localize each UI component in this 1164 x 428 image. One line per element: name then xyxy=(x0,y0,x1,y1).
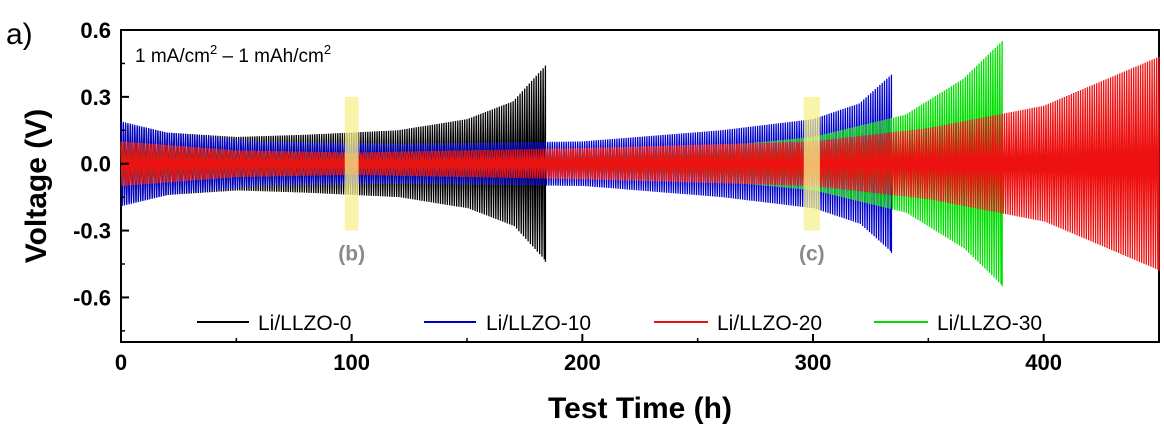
y-tick-label: -0.6 xyxy=(73,285,111,310)
legend-label-li-llzo-10: Li/LLZO-10 xyxy=(486,312,591,335)
legend-label-li-llzo-30: Li/LLZO-30 xyxy=(937,312,1042,335)
x-axis-title: Test Time (h) xyxy=(548,392,732,425)
highlight-label-b: (b) xyxy=(338,243,365,266)
y-tick-label: 0.6 xyxy=(80,18,111,43)
legend: Li/LLZO-0 Li/LLZO-10 Li/LLZO-20 Li/LLZO-… xyxy=(197,312,1042,335)
series-line-li-llzo-20 xyxy=(120,56,1160,271)
legend-label-li-llzo-0: Li/LLZO-0 xyxy=(258,312,351,335)
x-tick-label-100: 100 xyxy=(333,350,370,375)
x-tick-label-400: 400 xyxy=(1025,350,1062,375)
series-layer xyxy=(120,41,1160,287)
y-tick-label: 0.3 xyxy=(80,85,111,110)
x-tick-label-200: 200 xyxy=(564,350,601,375)
y-tick-label: -0.3 xyxy=(73,219,111,244)
y-axis-title: Voltage (V) xyxy=(20,109,53,263)
y-tick-label: 0.0 xyxy=(80,152,111,177)
legend-label-li-llzo-20: Li/LLZO-20 xyxy=(717,312,822,335)
highlight-band-b xyxy=(344,96,359,231)
condition-label: 1 mA/cm2 – 1 mAh/cm2 xyxy=(135,42,331,67)
x-tick-label-300: 300 xyxy=(795,350,832,375)
highlight-band-c xyxy=(803,96,820,231)
highlight-layer: (b) (c) xyxy=(338,96,825,266)
tick-layer: 0 100 200 300 400 0.6 0.3 0.0 -0.3 -0.6 xyxy=(73,18,1062,375)
panel-label: a) xyxy=(6,18,33,51)
x-tick-label-0: 0 xyxy=(115,350,127,375)
highlight-label-c: (c) xyxy=(799,243,825,266)
